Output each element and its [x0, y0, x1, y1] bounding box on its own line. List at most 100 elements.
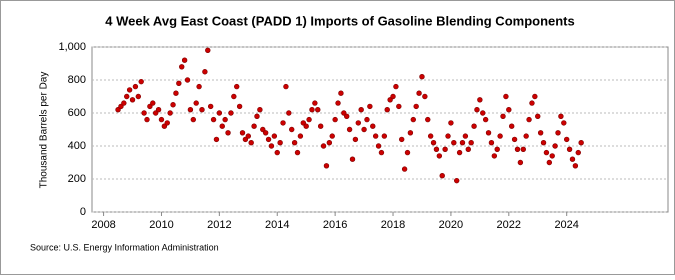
point [465, 146, 471, 153]
point [416, 90, 422, 96]
point [193, 100, 199, 106]
point [216, 110, 223, 116]
point [352, 136, 359, 143]
point [228, 110, 234, 116]
point [436, 153, 443, 159]
point [210, 116, 217, 123]
point [503, 93, 509, 100]
point [265, 136, 272, 143]
point [291, 140, 298, 146]
point [364, 116, 370, 123]
chart-title: 4 Week Avg East Coast (PADD 1) Imports o… [105, 13, 575, 28]
point [289, 126, 295, 133]
point [540, 140, 547, 146]
point [262, 130, 269, 136]
point [303, 123, 309, 129]
point [187, 106, 194, 113]
point [506, 106, 512, 113]
point [468, 140, 474, 146]
point [390, 93, 396, 100]
point [124, 93, 130, 100]
point [410, 116, 416, 123]
point [155, 106, 162, 113]
point [346, 126, 353, 133]
point [358, 106, 364, 113]
point [138, 78, 144, 85]
point [274, 149, 280, 156]
x-tick-label: 2008 [91, 219, 115, 231]
y-tick-label: 800 [68, 74, 86, 86]
point [254, 113, 260, 120]
point [129, 97, 136, 103]
point [213, 136, 220, 143]
point [511, 136, 518, 143]
point [404, 149, 411, 156]
point [239, 130, 246, 136]
point [378, 149, 385, 156]
point [141, 110, 147, 116]
point [280, 120, 286, 126]
point [480, 110, 486, 116]
point [245, 133, 252, 139]
y-axis-label: Thousand Barrels per Day [39, 72, 50, 189]
point [332, 116, 338, 123]
point [225, 130, 231, 136]
point [222, 116, 228, 123]
point [286, 110, 292, 116]
point [451, 140, 457, 146]
point [372, 133, 379, 139]
point [196, 83, 202, 90]
x-tick-label: 2022 [497, 219, 521, 231]
x-tick-label: 2024 [554, 219, 578, 231]
point [558, 113, 564, 120]
point [526, 116, 532, 123]
point [297, 133, 304, 139]
x-tick-label: 2020 [439, 219, 463, 231]
point [384, 106, 390, 113]
point [529, 100, 535, 106]
point [442, 146, 448, 153]
point [271, 133, 278, 139]
point [543, 149, 550, 156]
point [537, 130, 544, 136]
point [425, 116, 431, 123]
x-tick-label: 2012 [207, 219, 231, 231]
point [454, 177, 460, 184]
point [433, 146, 440, 153]
point [164, 120, 170, 126]
point [121, 100, 127, 106]
point [482, 116, 489, 123]
point [158, 116, 165, 123]
point [329, 133, 335, 139]
point [572, 163, 579, 169]
point [205, 47, 211, 53]
point [315, 106, 321, 113]
point [176, 80, 182, 87]
point [268, 143, 275, 149]
point [520, 146, 526, 153]
point [375, 143, 382, 149]
x-tick-label: 2016 [323, 219, 347, 231]
point [370, 123, 376, 129]
point [494, 146, 500, 153]
point [456, 149, 463, 156]
point [430, 140, 437, 146]
point [561, 120, 567, 126]
point [517, 159, 524, 166]
point [294, 149, 301, 156]
point [170, 102, 176, 108]
point [555, 130, 561, 136]
point [344, 113, 350, 120]
point [355, 120, 361, 126]
y-tick-label: 0 [80, 206, 86, 218]
point [471, 123, 477, 129]
point [135, 93, 142, 100]
point [309, 106, 315, 113]
point [150, 100, 156, 106]
point [144, 116, 150, 123]
point [283, 83, 289, 90]
point [508, 123, 515, 129]
source: Source: U.S. Energy Information Administ… [30, 242, 219, 252]
point [181, 57, 188, 63]
point [439, 173, 445, 179]
